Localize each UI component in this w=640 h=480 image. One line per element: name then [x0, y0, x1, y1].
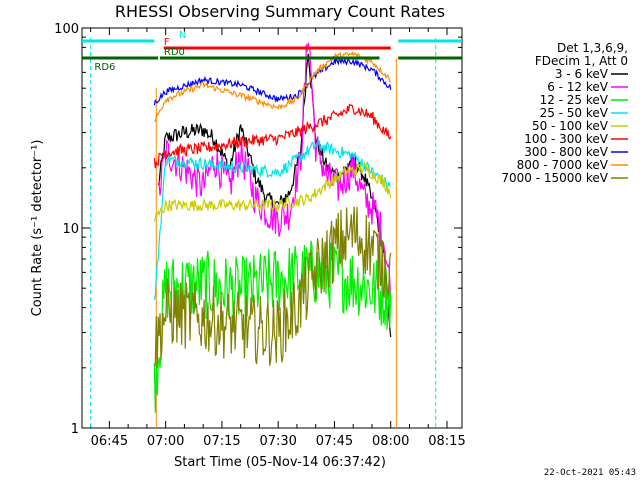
legend-entry-label: 50 - 100 keV — [532, 119, 609, 133]
x-axis-label: Start Time (05-Nov-14 06:37:42) — [174, 455, 386, 470]
legend-entry-label: 3 - 6 keV — [555, 67, 609, 81]
x-tick-label: 06:45 — [91, 434, 128, 449]
legend-entry-label: 25 - 50 keV — [540, 106, 609, 120]
flag-label-rd0: RD0 — [164, 47, 185, 58]
legend-entry-label: 7000 - 15000 keV — [501, 171, 608, 185]
y-tick-label: 1 — [71, 422, 79, 437]
legend-entry-label: 12 - 25 keV — [540, 93, 609, 107]
x-tick-label: 07:00 — [147, 434, 184, 449]
legend-entry-label: 6 - 12 keV — [547, 80, 609, 94]
y-axis-label: Count Rate (s⁻¹ detector⁻¹) — [30, 140, 45, 317]
legend-header-line: Det 1,3,6,9, — [557, 41, 628, 55]
x-tick-label: 07:30 — [259, 434, 296, 449]
series-line-4 — [153, 160, 392, 222]
x-tick-label: 08:15 — [428, 434, 465, 449]
series-line-8 — [153, 206, 392, 369]
legend-header-line: FDecim 1, Att 0 — [535, 54, 628, 68]
flag-label-f: F — [164, 37, 170, 48]
y-tick-label: 10 — [62, 222, 79, 237]
legend-entry-label: 800 - 7000 keV — [517, 158, 609, 172]
x-tick-label: 07:15 — [203, 434, 240, 449]
y-tick-label: 100 — [54, 22, 79, 37]
series-line-2 — [153, 240, 392, 413]
x-tick-label: 08:00 — [372, 434, 409, 449]
series-line-3 — [153, 138, 392, 301]
x-tick-label: 07:45 — [316, 434, 353, 449]
legend-entry-label: 300 - 800 keV — [524, 145, 608, 159]
chart-title: RHESSI Observing Summary Count Rates — [115, 2, 445, 21]
series-line-5 — [153, 103, 392, 169]
legend-entry-label: 100 - 300 keV — [524, 132, 608, 146]
flag-label-n: N — [179, 30, 186, 41]
series-line-7 — [154, 51, 392, 122]
flag-label-rd6: RD6 — [94, 62, 115, 73]
timestamp: 22-Oct-2021 05:43 — [544, 468, 636, 478]
series-line-6 — [153, 56, 392, 106]
